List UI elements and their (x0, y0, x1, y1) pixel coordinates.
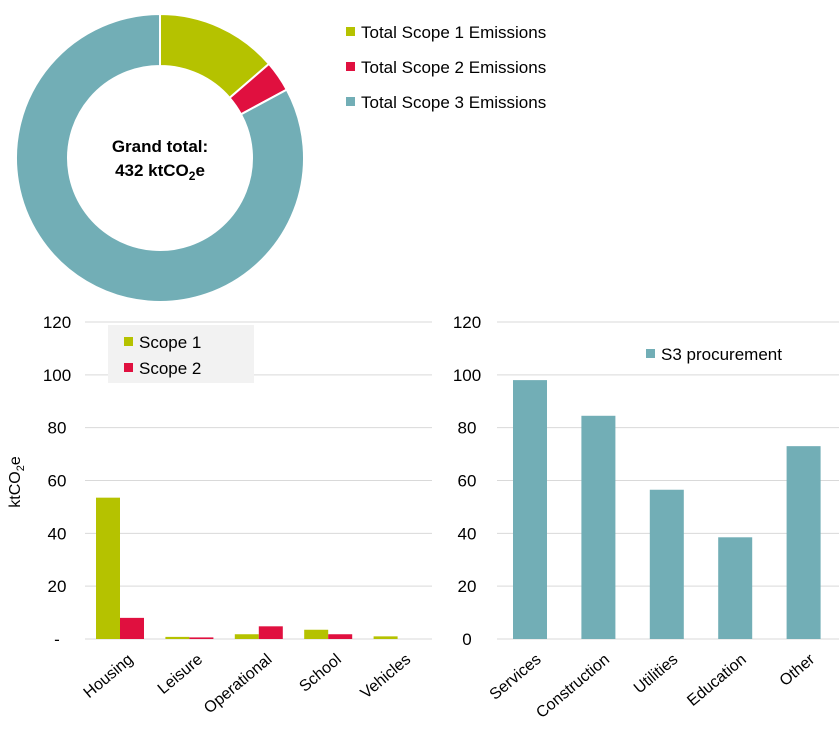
bar-housing-1 (96, 497, 120, 639)
y-tick-label: 80 (458, 419, 477, 438)
x-tick-label: Services (487, 651, 545, 703)
right-legend-swatch (646, 349, 655, 358)
right-legend: S3 procurement (646, 345, 782, 364)
bar-utilities-1 (649, 489, 684, 639)
bar-operational-2 (258, 626, 283, 639)
x-tick-label: Utilities (631, 651, 681, 697)
x-tick-label: School (296, 651, 344, 695)
left-legend-label-scope2: Scope 2 (139, 359, 201, 378)
legend-label-scope2: Total Scope 2 Emissions (361, 58, 546, 77)
y-tick-label: 20 (48, 577, 67, 596)
x-tick-label: Other (777, 651, 819, 690)
y-tick-label: 120 (43, 313, 71, 332)
donut-center-label-line1: Grand total: (112, 137, 208, 156)
y-tick-label: 120 (453, 313, 481, 332)
bar-services-1 (513, 380, 547, 639)
donut-center-label-line2: 432 ktCO2e (115, 161, 205, 183)
y-tick-label: 0 (462, 630, 471, 649)
bar-leisure-1 (165, 636, 190, 639)
x-tick-label: Vehicles (358, 651, 415, 702)
bar-operational-1 (234, 634, 259, 639)
x-tick-label: Education (684, 651, 749, 710)
donut-chart (15, 12, 305, 303)
y-tick-label: 40 (458, 524, 477, 543)
legend-swatch-scope3 (346, 97, 355, 106)
bar-education-1 (718, 537, 753, 639)
legend-swatch-scope1 (346, 27, 355, 36)
y-tick-label: 60 (458, 472, 477, 491)
bar-leisure-2 (189, 637, 214, 639)
left-legend: Scope 1 Scope 2 (108, 325, 254, 383)
donut-legend: Total Scope 1 Emissions Total Scope 2 Em… (346, 23, 546, 112)
legend-label-scope1: Total Scope 1 Emissions (361, 23, 546, 42)
bar-school-2 (328, 634, 353, 639)
y-tick-label: 80 (48, 419, 67, 438)
left-legend-label-scope1: Scope 1 (139, 333, 201, 352)
left-legend-swatch-scope1 (124, 337, 133, 346)
y-tick-label: 60 (48, 472, 67, 491)
bar-vehicles-1 (373, 636, 398, 639)
y-tick-label: 40 (48, 524, 67, 543)
bar-other-1 (786, 446, 821, 639)
legend-swatch-scope2 (346, 62, 355, 71)
y-tick-label: 100 (43, 366, 71, 385)
x-tick-label: Operational (201, 651, 275, 717)
x-tick-label: Housing (81, 651, 137, 702)
bar-construction-1 (581, 415, 616, 639)
left-legend-swatch-scope2 (124, 363, 133, 372)
legend-label-scope3: Total Scope 3 Emissions (361, 93, 546, 112)
left-legend-box (108, 325, 254, 383)
donut-slice-3 (15, 12, 305, 303)
y-tick-label: 100 (453, 366, 481, 385)
x-tick-label: Construction (533, 651, 613, 722)
y-tick-label: 20 (458, 577, 477, 596)
y-tick-label: - (54, 630, 60, 649)
bar-housing-2 (120, 617, 144, 639)
right-legend-label: S3 procurement (661, 345, 782, 364)
x-tick-label: Leisure (155, 651, 206, 698)
bar-school-1 (304, 629, 329, 639)
left-y-axis-label: ktCO2e (7, 456, 27, 508)
